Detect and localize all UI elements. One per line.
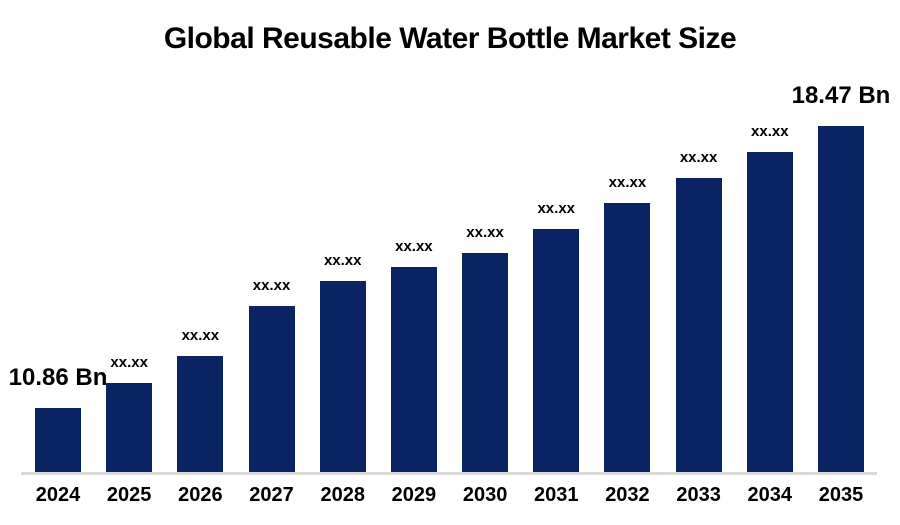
bar-value-label-2033: xx.xx	[679, 149, 718, 166]
bar-value-label-2025: xx.xx	[110, 354, 148, 371]
bar-2026	[177, 356, 224, 472]
bar-value-label-2030: xx.xx	[466, 224, 504, 241]
bar-2030	[462, 253, 509, 472]
x-axis-label-2027: 2027	[249, 484, 294, 506]
bar-value-label-2029: xx.xx	[395, 238, 433, 255]
x-axis-label-2035: 2035	[818, 484, 864, 506]
bar-value-label-2032: xx.xx	[608, 174, 647, 191]
bar-value-label-2028: xx.xx	[323, 252, 362, 269]
x-axis-label-2030: 2030	[462, 484, 508, 506]
x-axis-label-2031: 2031	[534, 484, 579, 506]
bar-2033	[675, 178, 722, 472]
bar-value-label-2024: 10.86 Bn	[8, 364, 108, 391]
bar-2034	[746, 152, 793, 472]
x-axis-line	[21, 472, 877, 475]
chart-title: Global Reusable Water Bottle Market Size	[163, 22, 737, 55]
x-axis-label-2032: 2032	[605, 484, 650, 506]
bar-value-label-2034: xx.xx	[751, 123, 789, 140]
x-axis-label-2029: 2029	[391, 484, 437, 506]
bar-2025	[106, 383, 153, 472]
x-axis-label-2034: 2034	[747, 484, 793, 506]
bar-2031	[533, 229, 580, 472]
bar-value-label-2027: xx.xx	[252, 277, 291, 294]
bar-2028	[319, 281, 366, 472]
bar-value-label-2031: xx.xx	[537, 200, 576, 217]
x-axis-label-2033: 2033	[676, 484, 721, 506]
bar-2035	[817, 126, 864, 472]
x-axis-label-2024: 2024	[35, 484, 81, 506]
bar-value-label-2026: xx.xx	[181, 327, 220, 344]
bar-2024	[35, 408, 81, 472]
x-axis-label-2028: 2028	[320, 484, 365, 506]
bar-value-label-2035: 18.47 Bn	[791, 82, 891, 109]
bar-2029	[390, 267, 437, 472]
bar-2027	[248, 306, 295, 472]
x-axis-label-2025: 2025	[106, 484, 152, 506]
x-axis-label-2026: 2026	[178, 484, 223, 506]
bar-2032	[604, 203, 651, 472]
